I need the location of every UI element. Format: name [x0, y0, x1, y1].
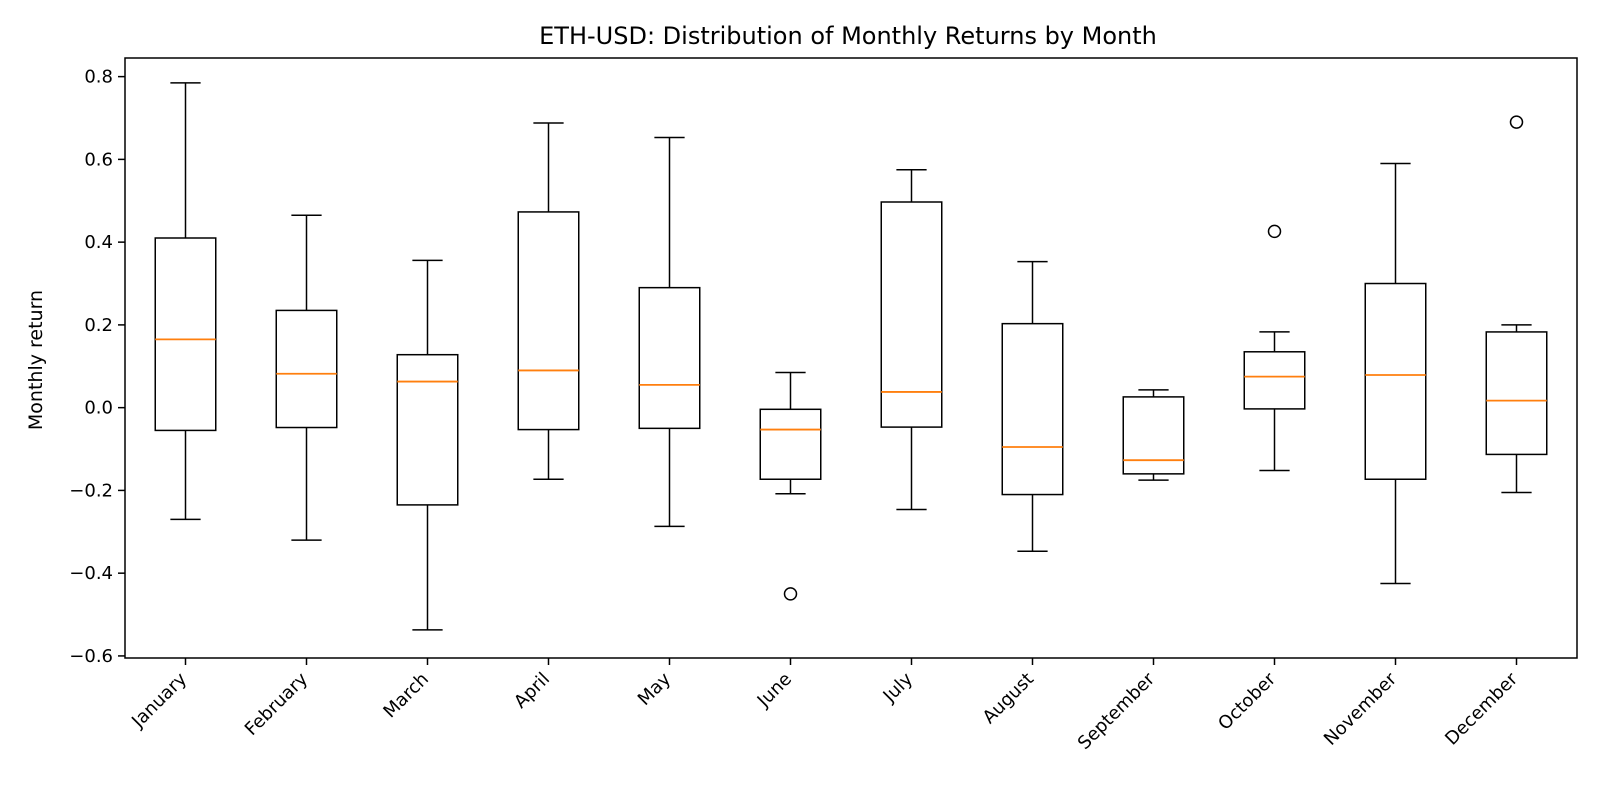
iqr-box: [275, 309, 338, 429]
x-tick-label: October: [1214, 668, 1280, 734]
box-december: [1485, 115, 1548, 494]
iqr-box: [1122, 396, 1185, 475]
iqr-box: [154, 237, 217, 432]
x-tick-label: July: [879, 668, 918, 707]
iqr-box: [1364, 282, 1427, 480]
axis-ticks: −0.6 −0.4 −0.2 0.0 0.2 0.4 0.6 0.8 January Februa…: [69, 67, 1522, 754]
iqr-box: [1485, 331, 1548, 456]
box-january: [154, 82, 217, 521]
y-tick-label: −0.6: [69, 646, 113, 667]
y-tick-label: 0.0: [84, 398, 113, 419]
y-tick-label: 0.4: [84, 232, 113, 253]
x-tick-label: August: [979, 669, 1038, 728]
iqr-box: [638, 286, 701, 430]
box-may: [638, 136, 701, 528]
box-september: [1122, 389, 1185, 481]
x-tick-label: December: [1441, 668, 1522, 749]
iqr-box: [396, 353, 459, 506]
box-february: [275, 214, 338, 541]
iqr-box: [1001, 322, 1064, 496]
x-tick-label: March: [379, 669, 433, 723]
y-tick-label: −0.2: [69, 480, 113, 501]
boxes-group: [154, 82, 1548, 631]
y-tick-label: −0.4: [69, 563, 113, 584]
x-tick-label: January: [127, 668, 191, 732]
x-tick-label: June: [753, 669, 796, 712]
iqr-box: [880, 201, 943, 428]
box-march: [396, 259, 459, 631]
outlier-point: [783, 587, 798, 601]
y-tick-label: 0.8: [84, 67, 113, 88]
box-april: [517, 122, 580, 480]
x-tick-label: November: [1320, 668, 1401, 749]
box-august: [1001, 260, 1064, 552]
x-tick-label: May: [634, 668, 675, 709]
y-axis-label: Monthly return: [25, 290, 47, 430]
x-tick-label: September: [1074, 668, 1160, 754]
iqr-box: [1243, 351, 1306, 410]
y-tick-label: 0.2: [84, 315, 113, 336]
box-november: [1364, 162, 1427, 585]
x-tick-label: February: [241, 668, 312, 739]
outlier-point: [1267, 224, 1282, 239]
x-tick-label: April: [510, 669, 554, 713]
box-october: [1243, 224, 1306, 472]
plot-frame: [124, 57, 1578, 659]
y-tick-label: 0.6: [84, 149, 113, 170]
iqr-box: [759, 408, 822, 480]
chart-title: ETH-USD: Distribution of Monthly Returns…: [539, 22, 1157, 50]
outlier-point: [1509, 115, 1524, 129]
iqr-box: [517, 211, 580, 431]
box-july: [880, 168, 943, 511]
box-june: [759, 371, 822, 601]
